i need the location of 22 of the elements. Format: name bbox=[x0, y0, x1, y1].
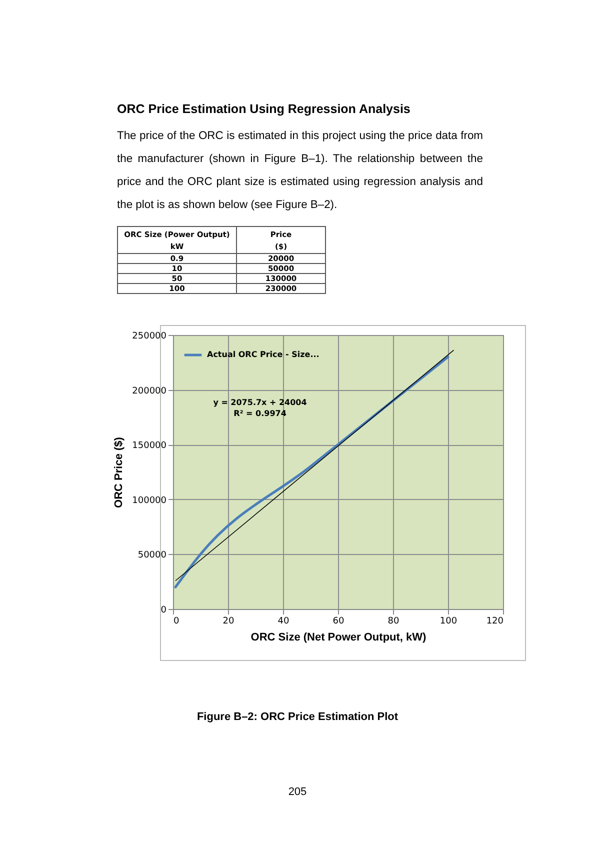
x-tick-label: 0 bbox=[174, 616, 180, 626]
annotation: y = 2075.7x + 24004 bbox=[212, 397, 308, 408]
x-axis-title: ORC Size (Net Power Output, kW) bbox=[250, 632, 427, 644]
y-tick-label: 150000 bbox=[132, 441, 167, 452]
legend-label: Actual ORC Price - Size... bbox=[207, 350, 320, 359]
y-tick-label: 50000 bbox=[138, 550, 167, 561]
chart-title: ORC Price Estimation Using Regression Analysis bbox=[117, 102, 410, 116]
y-tick-label: 200000 bbox=[132, 386, 167, 396]
text: 205 bbox=[287, 786, 308, 798]
x-tick-label: 40 bbox=[278, 616, 290, 626]
annotation: R² = 0.9974 bbox=[232, 408, 288, 419]
y-tick-label: 0 bbox=[160, 606, 167, 616]
x-tick-label: 120 bbox=[486, 616, 504, 626]
y-axis-title: ORC Price ($) bbox=[113, 436, 126, 508]
x-tick-label: 60 bbox=[332, 616, 344, 626]
y-tick-label: 250000 bbox=[132, 332, 167, 342]
x-tick-label: 20 bbox=[222, 616, 234, 626]
x-tick-label: 100 bbox=[440, 616, 458, 626]
chart-subtitle: The price of the ORC is estimated in this project using the price data from the manufacturer (shown in Figure B–1). The relationship between the price and the ORC plant size is estimated using regression analysis and the plot is as shown below (see Figure B–2). bbox=[117, 129, 483, 213]
y-tick-label: 100000 bbox=[132, 496, 167, 506]
x-tick-label: 80 bbox=[388, 616, 400, 626]
text: Figure B–2: ORC Price Estimation Plot bbox=[196, 711, 400, 723]
